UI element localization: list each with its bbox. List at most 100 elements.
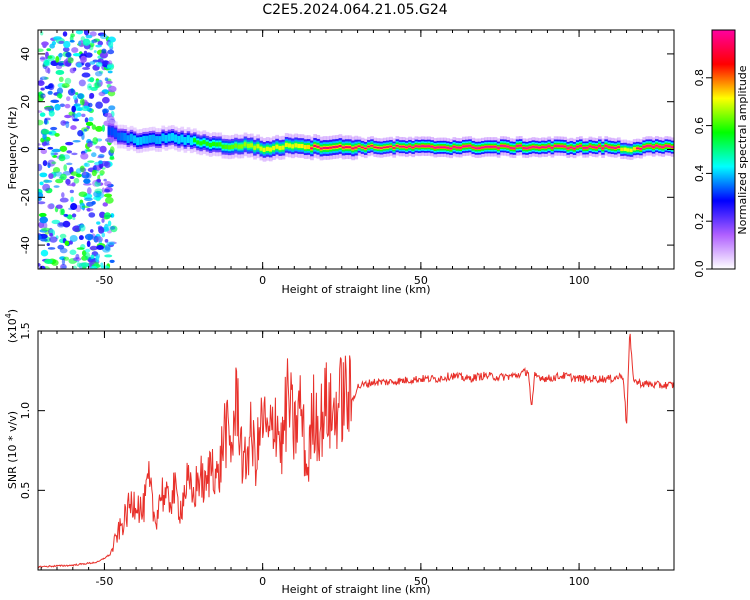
ridge-cell <box>145 135 150 144</box>
noise-blob <box>67 88 76 96</box>
spectrogram-y-label: Frequency (Hz) <box>6 107 19 190</box>
noise-blob <box>65 52 72 58</box>
noise-blob <box>96 244 104 250</box>
ridge-cell <box>379 147 384 149</box>
noise-blob <box>87 102 93 108</box>
noise-blob <box>86 83 93 91</box>
noise-blob <box>51 219 61 225</box>
y-tick-label: 0.5 <box>19 482 32 500</box>
noise-blob <box>82 66 91 70</box>
noise-blob <box>83 128 88 132</box>
ridge-cell <box>408 145 412 148</box>
noise-blob <box>39 172 48 178</box>
ridge-cell <box>430 145 435 148</box>
noise-blob <box>103 193 113 198</box>
noise-blob <box>77 129 84 137</box>
noise-blob <box>71 152 78 156</box>
noise-blob <box>66 96 71 102</box>
noise-blob <box>95 80 102 83</box>
noise-blob <box>55 204 63 209</box>
ridge-cell <box>329 146 333 149</box>
colorbar-tick-label: 0.2 <box>693 212 706 230</box>
noise-blob <box>80 165 85 173</box>
noise-blob <box>93 50 97 53</box>
colorbar-ticks: 0.0 0.2 0.4 0.6 0.8 <box>693 69 712 278</box>
noise-blob <box>97 178 101 183</box>
noise-blob <box>74 92 79 96</box>
noise-blob <box>95 71 103 77</box>
noise-blob <box>66 150 73 154</box>
ridge-cell <box>443 146 447 149</box>
noise-blob <box>85 34 93 39</box>
noise-blob <box>48 83 54 89</box>
ridge-cell <box>155 136 159 144</box>
ridge-cell <box>265 146 270 151</box>
spectrogram-data <box>38 30 674 269</box>
noise-blob <box>56 87 64 95</box>
colorbar: 0.0 0.2 0.4 0.6 0.8 Normalized spectral ampl… <box>693 29 749 278</box>
noise-blob <box>38 110 43 113</box>
ridge-cell <box>629 148 634 153</box>
noise-blob <box>83 30 90 36</box>
noise-blob <box>59 197 69 203</box>
noise-blob <box>47 55 53 59</box>
noise-blob <box>48 130 57 136</box>
noise-blob <box>93 196 102 201</box>
spectrogram-panel: -50 0 50 100 -40 -20 0 20 40 Height of straight… <box>6 29 675 296</box>
noise-blob <box>76 112 82 118</box>
noise-blob <box>64 103 71 109</box>
ridge-cell <box>303 145 308 150</box>
noise-blob <box>60 173 67 181</box>
noise-blob <box>104 181 112 187</box>
ridge-cell <box>515 145 520 147</box>
ridge-cell <box>319 147 324 150</box>
noise-blob <box>38 119 44 126</box>
ridge-cell <box>553 145 558 147</box>
noise-blob <box>69 249 77 255</box>
colorbar-label: Normalized spectral amplitude <box>736 65 749 234</box>
noise-blob <box>70 203 78 211</box>
noise-blob <box>62 31 68 37</box>
ridge-cell <box>215 142 219 147</box>
ridge-cell <box>253 145 257 150</box>
colorbar-tick-label: 0.8 <box>693 69 706 87</box>
noise-blob <box>57 222 65 228</box>
noise-blob <box>83 182 92 186</box>
noise-blob <box>101 187 105 194</box>
noise-blob <box>70 125 77 131</box>
ridge-cell <box>139 136 143 145</box>
ridge-cell <box>582 147 586 149</box>
noise-blob <box>107 70 113 74</box>
ridge-cell <box>113 129 118 138</box>
noise-blob <box>109 226 116 230</box>
noise-blob <box>43 179 53 183</box>
noise-blob <box>84 233 94 241</box>
ridge-cell <box>193 138 197 143</box>
ridge-cell <box>250 143 254 148</box>
ridge-cell <box>617 146 621 148</box>
noise-blob <box>104 239 109 243</box>
ridge-cell <box>392 147 397 149</box>
ridge-cell <box>177 135 181 144</box>
ridge-cell <box>449 147 454 150</box>
ridge-cell <box>367 145 371 148</box>
ridge-cell <box>389 145 393 148</box>
noise-blob <box>40 249 49 257</box>
ridge-cell <box>496 147 501 149</box>
noise-blob <box>47 203 55 210</box>
ridge-cell <box>462 145 466 148</box>
y-tick-label: 40 <box>19 47 32 61</box>
ridge-cell <box>645 145 650 147</box>
noise-blob <box>107 49 115 55</box>
noise-blob <box>76 93 84 99</box>
noise-blob <box>55 64 63 70</box>
noise-blob <box>81 113 86 118</box>
ridge-cell <box>661 146 666 149</box>
noise-blob <box>42 133 47 140</box>
noise-blob <box>91 200 96 205</box>
noise-blob <box>39 216 49 224</box>
y-tick-label: 1.0 <box>19 402 32 420</box>
noise-blob <box>78 235 84 241</box>
ridge-cell <box>348 146 352 149</box>
snr-y-label: SNR (10 * v/v) <box>6 411 19 489</box>
